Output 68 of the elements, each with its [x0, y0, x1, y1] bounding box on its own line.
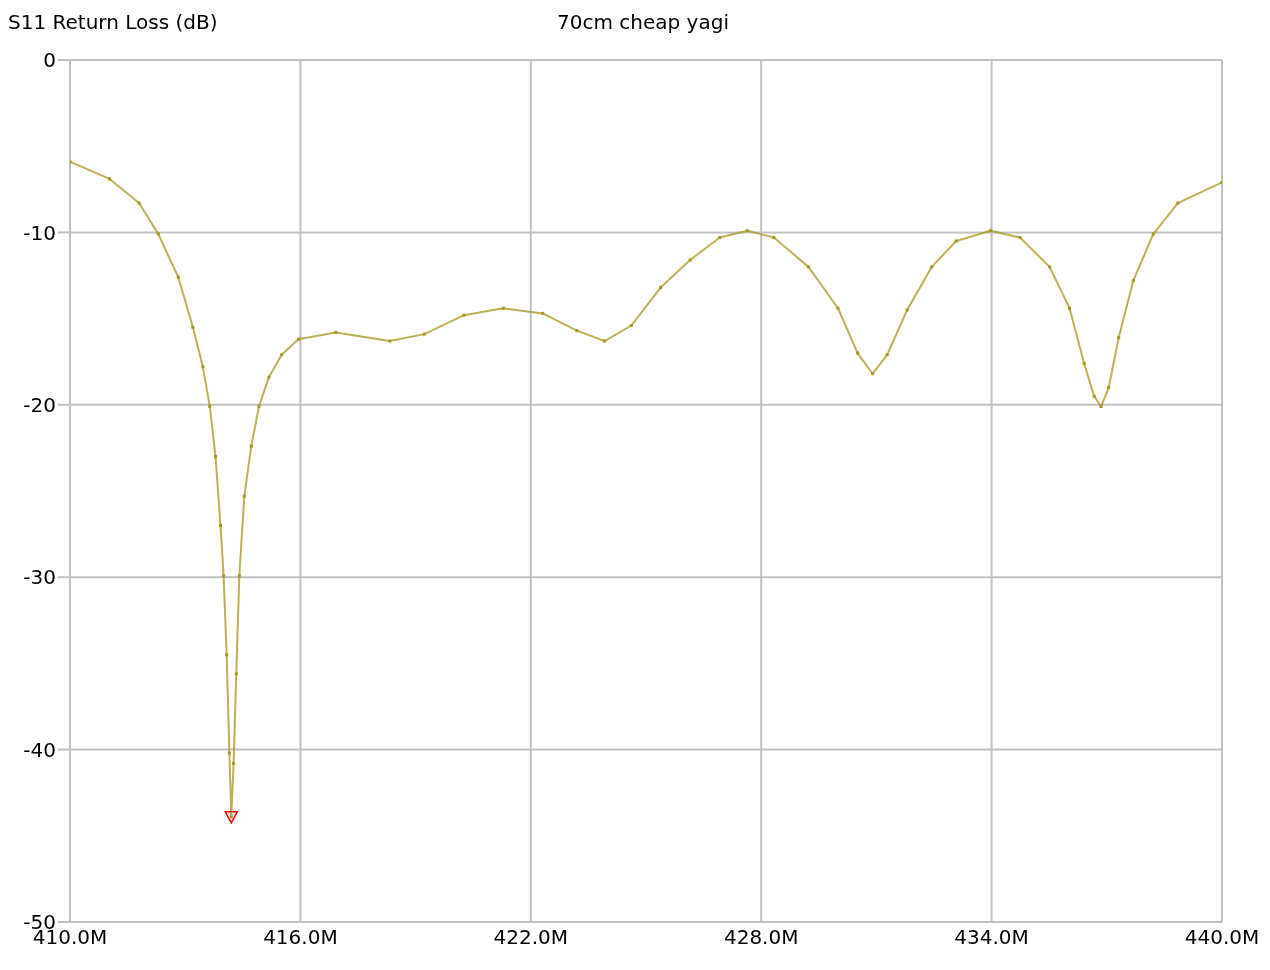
point	[462, 313, 466, 317]
point	[1131, 279, 1135, 283]
y-axis-title: S11 Return Loss (dB)	[8, 10, 218, 34]
point	[836, 306, 840, 310]
point	[242, 494, 246, 498]
x-tick-label: 428.0M	[723, 925, 799, 950]
point	[1107, 386, 1111, 390]
point	[871, 372, 875, 376]
point	[156, 232, 160, 236]
point	[718, 236, 722, 240]
point	[575, 329, 579, 333]
point	[388, 339, 392, 343]
point	[222, 573, 226, 577]
point	[885, 353, 889, 357]
point	[1082, 361, 1086, 365]
point	[629, 324, 633, 327]
point	[1068, 306, 1072, 310]
point	[219, 523, 223, 527]
point	[422, 332, 426, 336]
point	[208, 405, 212, 409]
point	[224, 811, 239, 824]
point	[954, 239, 958, 243]
y-tick-label: -30	[23, 565, 56, 590]
point	[541, 311, 545, 315]
point	[176, 275, 180, 279]
x-tick-label: 434.0M	[954, 925, 1029, 950]
point	[603, 339, 607, 343]
point	[334, 330, 338, 334]
point	[267, 375, 271, 379]
point	[745, 229, 749, 233]
point	[232, 761, 236, 765]
x-tick-label: 416.0M	[263, 925, 338, 950]
point	[1176, 201, 1180, 205]
point	[806, 265, 810, 269]
point	[659, 286, 663, 290]
y-tick-label: 0	[43, 48, 56, 73]
point	[257, 405, 261, 409]
x-tick-label: 422.0M	[493, 925, 569, 950]
point	[1048, 265, 1052, 269]
chart-title: 70cm cheap yagi	[557, 10, 729, 34]
point	[137, 201, 141, 205]
point	[108, 177, 112, 181]
point	[688, 258, 692, 262]
point	[249, 444, 253, 448]
point	[1151, 232, 1155, 236]
point	[1099, 405, 1103, 409]
point	[856, 351, 860, 355]
point	[988, 229, 992, 233]
point	[234, 672, 238, 676]
point	[1117, 336, 1121, 340]
y-tick-label: -10	[23, 220, 56, 245]
point	[1092, 394, 1096, 398]
point	[191, 325, 195, 329]
point	[280, 353, 284, 357]
point	[237, 573, 241, 577]
point	[214, 455, 218, 459]
point	[296, 337, 300, 341]
point	[905, 308, 909, 312]
point	[501, 306, 505, 310]
x-tick-label: 440.0M	[1184, 925, 1260, 950]
point	[225, 653, 229, 657]
point	[772, 236, 776, 240]
point	[227, 751, 231, 755]
point	[1018, 236, 1022, 240]
y-tick-label: -20	[23, 392, 56, 417]
point	[930, 265, 934, 269]
point	[201, 365, 205, 369]
y-tick-label: -40	[23, 737, 56, 762]
